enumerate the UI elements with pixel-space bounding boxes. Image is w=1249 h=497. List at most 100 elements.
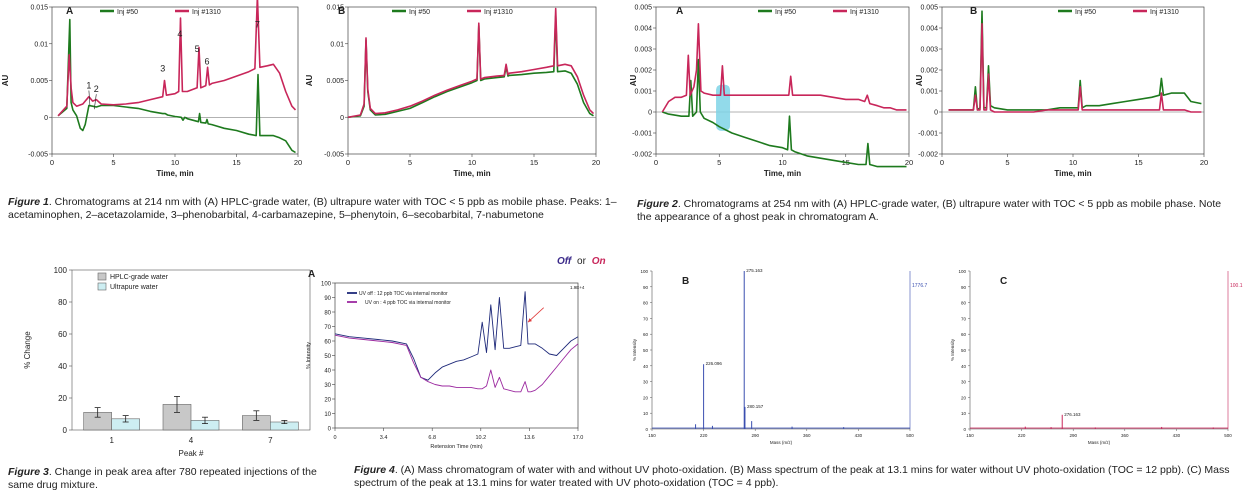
x-tick-label: 20 xyxy=(1200,158,1208,167)
x-axis-label: Mass (m/z) xyxy=(770,440,793,445)
fig4-off-on-header: Off or On xyxy=(557,256,606,267)
figure-1-label: Figure 1 xyxy=(8,196,49,208)
y-tick-label: -0.002 xyxy=(918,152,938,159)
figure-4-text: . (A) Mass chromatogram of water with an… xyxy=(354,464,1230,489)
fig3-bar-chart: 0 20 40 60 80 100 1 4 7 Peak # % Change HPLC-grade … xyxy=(23,266,311,458)
series-line-1 xyxy=(334,291,579,381)
y-axis-label: % Intensity xyxy=(632,338,637,361)
figure-1-caption: Figure 1. Chromatograms at 214 nm with (… xyxy=(8,196,620,221)
y-tick-label: 0.004 xyxy=(920,26,938,33)
y-tick-label: 0 xyxy=(340,115,344,122)
series-line-2 xyxy=(661,22,907,113)
y-tick-label: 100 xyxy=(54,266,68,275)
y-tick-label: 0.01 xyxy=(34,41,48,48)
y-tick-label: 50 xyxy=(643,348,649,353)
y-tick-label: 70 xyxy=(961,316,967,321)
x-tick-label: 20 xyxy=(592,158,600,167)
x-tick-label: 20 xyxy=(905,158,913,167)
x-tick-label: 10 xyxy=(171,158,179,167)
y-axis-label: AU xyxy=(1,75,10,87)
y-tick-label: 60 xyxy=(961,332,967,337)
x-tick-label: 10 xyxy=(1069,158,1077,167)
x-tick-label: 150 xyxy=(966,433,974,438)
panel-label: B xyxy=(970,6,977,17)
y-tick-label: 0 xyxy=(44,115,48,122)
y-tick-label: 20 xyxy=(643,395,649,400)
series-line-1 xyxy=(948,10,1202,111)
y-tick-label: 80 xyxy=(58,298,67,307)
x-tick-label: 5 xyxy=(408,158,412,167)
legend-label: UV off : 12 ppb TOC via internal monitor xyxy=(359,291,448,297)
series-line-2 xyxy=(57,0,297,117)
x-axis-label: Time, min xyxy=(156,169,193,178)
x-tick-label: 15 xyxy=(232,158,240,167)
y-tick-label: 50 xyxy=(324,354,331,360)
panel-label: B xyxy=(338,6,345,17)
y-tick-label: 60 xyxy=(643,332,649,337)
x-tick-label: 17.0 xyxy=(573,435,584,441)
y-tick-label: 0.015 xyxy=(326,5,344,12)
y-tick-label: 50 xyxy=(961,348,967,353)
y-tick-label: 0.002 xyxy=(920,68,938,75)
x-axis-label: Peak # xyxy=(179,449,204,458)
peak-number-label: 7 xyxy=(255,20,260,30)
x-tick-label: 5 xyxy=(1005,158,1009,167)
figure-4-label: Figure 4 xyxy=(354,464,395,476)
y-axis-label: AU xyxy=(629,75,638,87)
x-tick-label: 500 xyxy=(1224,433,1232,438)
y-tick-label: 70 xyxy=(643,316,649,321)
y-tick-label: -0.001 xyxy=(632,131,652,138)
y-tick-label: 30 xyxy=(643,380,649,385)
y-tick-label: 0.005 xyxy=(634,5,652,12)
y-tick-label: 60 xyxy=(58,330,67,339)
legend-label: HPLC-grade water xyxy=(110,274,169,281)
figure-3-caption: Figure 3. Change in peak area after 780 … xyxy=(8,466,328,491)
legend-label: Inj #1310 xyxy=(484,9,513,16)
peak-pointer-arrow xyxy=(88,90,91,106)
panel-label: A xyxy=(308,269,315,280)
legend-label: Inj #50 xyxy=(1075,9,1096,16)
top-right-value: 100.1 xyxy=(1230,283,1243,289)
x-tick-label: 0 xyxy=(940,158,944,167)
y-tick-label: 90 xyxy=(643,285,649,290)
series-line-1 xyxy=(347,15,594,119)
x-tick-label: 13.6 xyxy=(524,435,535,441)
figure-3-text: . Change in peak area after 780 repeated… xyxy=(8,466,317,491)
x-tick-label: 290 xyxy=(751,433,759,438)
x-tick-label: 290 xyxy=(1069,433,1077,438)
panel-label: B xyxy=(682,276,689,287)
peak-mass-label: 275.163 xyxy=(746,268,763,273)
peak-number-label: 2 xyxy=(94,84,99,94)
y-tick-label: 80 xyxy=(961,301,967,306)
y-tick-label: 0 xyxy=(963,427,966,432)
y-tick-label: 0.003 xyxy=(920,47,938,54)
or-label: or xyxy=(577,256,586,267)
arrow-head xyxy=(527,318,532,323)
y-tick-label: 0.005 xyxy=(920,5,938,12)
y-tick-label: 10 xyxy=(324,412,331,418)
y-tick-label: 0 xyxy=(648,110,652,117)
x-tick-label: 1 xyxy=(109,436,114,445)
y-tick-label: 40 xyxy=(643,364,649,369)
y-tick-label: 40 xyxy=(324,369,331,375)
panel-label: C xyxy=(1000,276,1007,287)
figure-4-caption: Figure 4. (A) Mass chromatogram of water… xyxy=(354,464,1244,489)
fig4c-mass-spectrum: 0 10 20 30 40 50 60 70 80 90 100 150 220 290 360 430 500… xyxy=(950,269,1243,445)
y-tick-label: 0.002 xyxy=(634,68,652,75)
y-axis-label: % Intensity xyxy=(950,338,955,361)
x-tick-label: 430 xyxy=(855,433,863,438)
x-tick-label: 7 xyxy=(268,436,273,445)
x-axis-label: Time, min xyxy=(1054,169,1091,178)
panel-label: A xyxy=(66,6,73,17)
peak-number-label: 4 xyxy=(177,29,182,39)
x-tick-label: 500 xyxy=(906,433,914,438)
y-tick-label: -0.005 xyxy=(28,152,48,159)
peak-mass-label: 280.157 xyxy=(747,404,764,409)
y-tick-label: -0.002 xyxy=(632,152,652,159)
x-axis-label: Time, min xyxy=(453,169,490,178)
y-tick-label: 90 xyxy=(324,296,331,302)
y-tick-label: 20 xyxy=(961,395,967,400)
x-tick-label: 150 xyxy=(648,433,656,438)
